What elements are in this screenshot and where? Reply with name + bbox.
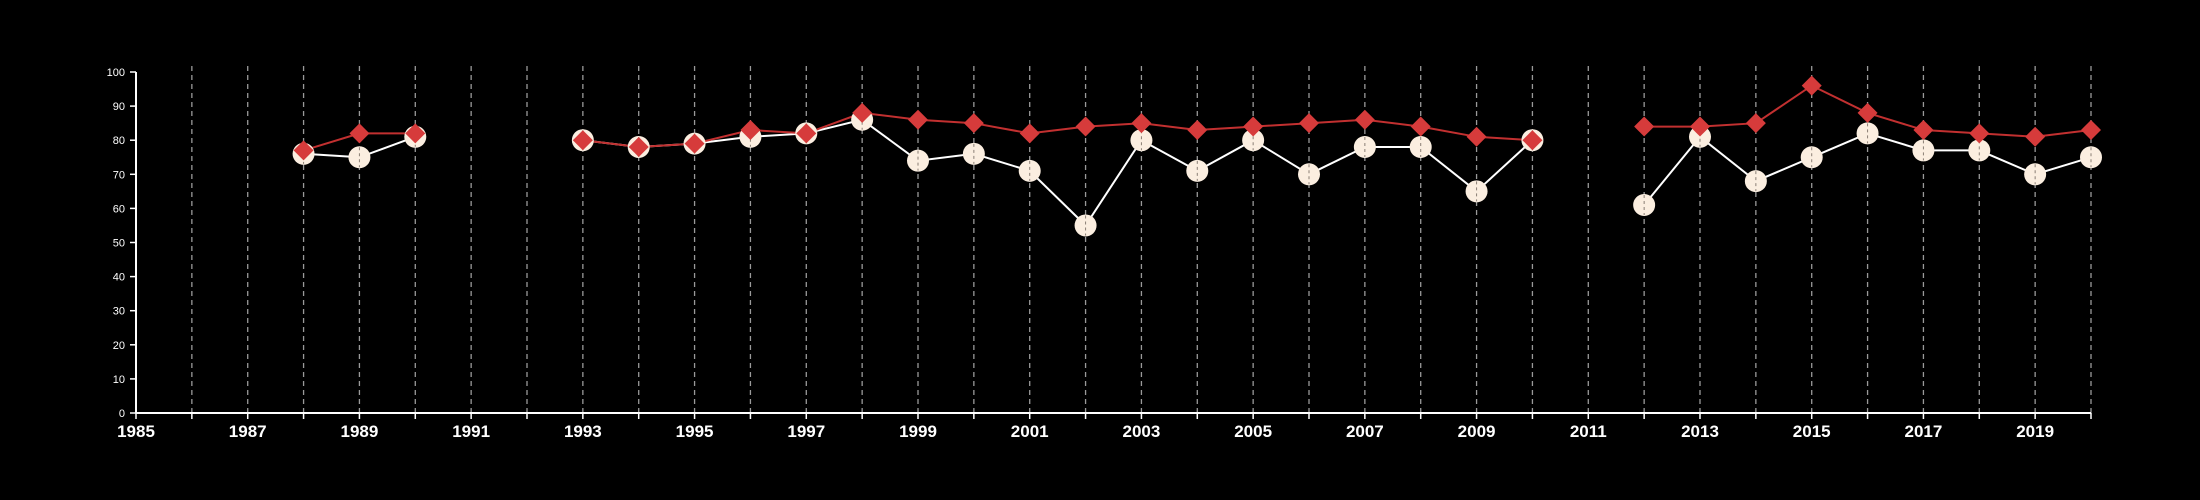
series-1-point-2013 xyxy=(1690,116,1710,137)
x-tick-label-1985: 1985 xyxy=(117,422,155,441)
y-tick-label-30: 30 xyxy=(113,306,125,318)
series-1-point-2002 xyxy=(1075,116,1096,137)
series-0-point-2006 xyxy=(1298,163,1320,186)
x-tick-label-1991: 1991 xyxy=(452,422,490,441)
y-tick-label-10: 10 xyxy=(113,374,125,386)
series-0-point-1999 xyxy=(907,149,929,172)
series-0-point-2002 xyxy=(1074,214,1097,237)
series-1-point-2017 xyxy=(1913,119,1934,140)
series-1-point-1996 xyxy=(740,119,761,140)
series-0-point-2009 xyxy=(1465,180,1488,203)
series-1-point-2006 xyxy=(1299,113,1319,134)
series-0-point-2008 xyxy=(1409,136,1432,159)
x-tick-label-2019: 2019 xyxy=(2016,422,2054,441)
series-1-point-2003 xyxy=(1131,113,1152,134)
series-0-point-2019 xyxy=(2024,163,2047,186)
x-tick-label-2007: 2007 xyxy=(1346,422,1384,441)
series-1-point-1994 xyxy=(628,137,649,158)
series-0-point-2015 xyxy=(1800,146,1823,169)
series-1-point-2004 xyxy=(1187,119,1208,140)
series-1-point-1998 xyxy=(852,102,873,123)
x-tick-label-1997: 1997 xyxy=(787,422,825,441)
series-1-point-2009 xyxy=(1466,126,1487,147)
series-0-point-2020 xyxy=(2080,146,2102,169)
series-layer xyxy=(292,75,2102,237)
series-1-point-1989 xyxy=(349,123,370,144)
y-tick-label-20: 20 xyxy=(113,340,125,352)
series-0-point-2005 xyxy=(1242,129,1265,152)
series-1-point-2018 xyxy=(1969,123,1990,144)
y-tick-label-90: 90 xyxy=(113,101,125,113)
x-tick-label-2005: 2005 xyxy=(1234,422,1272,441)
series-1-point-2005 xyxy=(1243,116,1264,137)
y-tick-label-40: 40 xyxy=(113,272,125,284)
series-1-point-2000 xyxy=(963,113,984,134)
y-tick-label-60: 60 xyxy=(113,203,125,215)
series-0-point-1989 xyxy=(348,146,371,169)
series-1-point-2019 xyxy=(2025,126,2046,147)
series-0-point-2000 xyxy=(962,142,985,165)
series-1-point-2016 xyxy=(1857,102,1878,123)
x-tick-label-1987: 1987 xyxy=(229,422,267,441)
x-tick-label-1995: 1995 xyxy=(676,422,714,441)
x-tick-label-2001: 2001 xyxy=(1011,422,1049,441)
series-1-point-1993 xyxy=(572,130,593,151)
x-tick-label-1989: 1989 xyxy=(341,422,379,441)
series-1-point-1988 xyxy=(293,140,314,161)
series-1-point-2008 xyxy=(1410,116,1431,137)
series-0-point-2004 xyxy=(1186,159,1209,182)
series-1-point-2014 xyxy=(1745,113,1766,134)
x-tick-label-1999: 1999 xyxy=(899,422,937,441)
x-tick-label-2015: 2015 xyxy=(1793,422,1831,441)
series-1-point-1990 xyxy=(405,123,426,144)
series-1-point-2020 xyxy=(2081,119,2101,140)
series-1-point-2012 xyxy=(1634,116,1655,137)
y-tick-label-50: 50 xyxy=(113,238,125,250)
series-0-point-2014 xyxy=(1744,170,1767,193)
series-1-point-1999 xyxy=(908,109,928,130)
series-0-point-2013 xyxy=(1689,125,1711,148)
series-0-point-2012 xyxy=(1633,193,1656,216)
x-tick-label-2009: 2009 xyxy=(1458,422,1496,441)
x-tick-label-1993: 1993 xyxy=(564,422,602,441)
series-1-point-2007 xyxy=(1354,109,1375,130)
y-tick-label-0: 0 xyxy=(119,408,125,420)
series-1-point-2001 xyxy=(1019,123,1040,144)
x-tick-label-2011: 2011 xyxy=(1570,422,1607,441)
series-0-point-2016 xyxy=(1856,122,1879,145)
series-0-point-2001 xyxy=(1018,159,1041,182)
series-0-point-2018 xyxy=(1968,139,1991,162)
series-1-point-1995 xyxy=(684,133,705,154)
series-0-point-2003 xyxy=(1130,129,1153,152)
x-tick-label-2017: 2017 xyxy=(1905,422,1943,441)
series-0-point-2007 xyxy=(1353,136,1376,159)
y-tick-label-70: 70 xyxy=(113,169,125,181)
axes: 0 10 20 30 40 50 60 70 80 90 100 1985 1987 1989 1991 19… xyxy=(107,67,2092,441)
series-1-point-2015 xyxy=(1801,75,1822,96)
y-tick-label-100: 100 xyxy=(107,67,125,79)
y-tick-label-80: 80 xyxy=(113,135,125,147)
series-1-point-2010 xyxy=(1522,130,1543,151)
series-1-point-1997 xyxy=(796,123,817,144)
x-tick-label-2013: 2013 xyxy=(1681,422,1719,441)
x-tick-label-2003: 2003 xyxy=(1123,422,1161,441)
series-0-point-2017 xyxy=(1912,139,1935,162)
